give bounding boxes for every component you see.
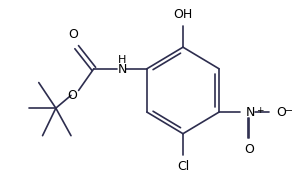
Text: Cl: Cl: [177, 160, 189, 173]
Text: O: O: [68, 28, 78, 41]
Text: O: O: [276, 106, 286, 119]
Text: N: N: [117, 63, 127, 76]
Text: O: O: [67, 89, 77, 102]
Text: O: O: [244, 143, 254, 156]
Text: −: −: [286, 106, 292, 116]
Text: OH: OH: [173, 8, 193, 21]
Text: N: N: [246, 106, 255, 119]
Text: H: H: [118, 55, 126, 65]
Text: +: +: [256, 106, 264, 115]
